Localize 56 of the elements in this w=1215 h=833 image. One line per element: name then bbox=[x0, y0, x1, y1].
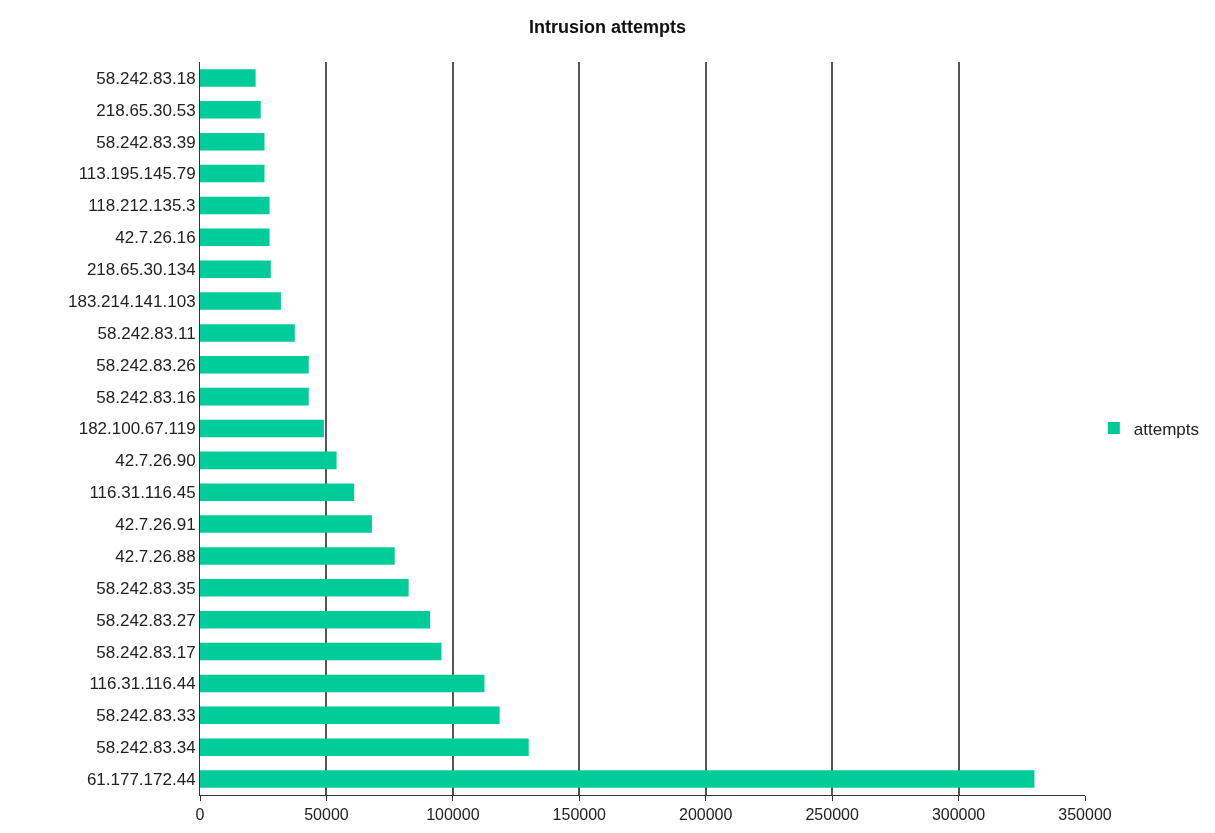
bar bbox=[200, 579, 409, 597]
x-tick-label: 200000 bbox=[679, 806, 733, 824]
y-tick-label: 42.7.26.91 bbox=[115, 515, 196, 535]
bar bbox=[200, 515, 372, 533]
legend-label: attempts bbox=[1133, 419, 1200, 439]
x-tick-label: 150000 bbox=[552, 806, 607, 824]
bar bbox=[200, 770, 1035, 788]
y-tick-label: 58.242.83.18 bbox=[96, 68, 196, 88]
x-tick-label: 100000 bbox=[426, 806, 480, 824]
y-tick-label: 183.214.141.103 bbox=[67, 291, 196, 311]
y-tick-label: 58.242.83.26 bbox=[96, 355, 196, 375]
y-tick-label: 61.177.172.44 bbox=[86, 770, 196, 790]
bar bbox=[200, 292, 281, 310]
y-tick-label: 42.7.26.90 bbox=[115, 451, 196, 471]
bar bbox=[200, 324, 295, 342]
bar bbox=[200, 642, 442, 661]
y-tick-label: 42.7.26.88 bbox=[115, 546, 196, 566]
y-tick-label: 218.65.30.134 bbox=[86, 260, 196, 280]
y-tick-label: 42.7.26.16 bbox=[115, 228, 196, 248]
bar bbox=[200, 260, 271, 278]
bar bbox=[200, 69, 256, 87]
y-tick-label: 58.242.83.39 bbox=[96, 132, 196, 152]
bar bbox=[200, 674, 485, 693]
bar bbox=[200, 228, 270, 247]
y-tick-label: 116.31.116.44 bbox=[89, 674, 196, 694]
bar bbox=[200, 706, 500, 725]
x-tick-label: 350000 bbox=[1058, 806, 1112, 824]
bar bbox=[200, 451, 337, 470]
y-tick-label: 58.242.83.11 bbox=[97, 323, 196, 343]
y-tick-label: 113.195.145.79 bbox=[78, 164, 196, 184]
y-tick-label: 58.242.83.33 bbox=[96, 706, 196, 726]
y-tick-label: 58.242.83.17 bbox=[96, 642, 196, 662]
y-tick-label: 58.242.83.27 bbox=[96, 610, 196, 630]
y-tick-label: 58.242.83.16 bbox=[96, 387, 196, 407]
chart-title: Intrusion attempts bbox=[528, 17, 687, 38]
x-tick-label: 50000 bbox=[304, 806, 349, 824]
bar bbox=[200, 356, 309, 374]
x-tick-label: 300000 bbox=[931, 806, 986, 824]
x-tick-label: 0 bbox=[195, 806, 205, 824]
bar bbox=[200, 101, 261, 119]
y-tick-label: 58.242.83.35 bbox=[96, 578, 196, 598]
y-tick-label: 182.100.67.119 bbox=[78, 419, 196, 439]
bar bbox=[200, 483, 355, 501]
bar bbox=[200, 387, 309, 406]
bar bbox=[200, 610, 431, 629]
bar bbox=[200, 419, 324, 438]
x-tick-label: 250000 bbox=[805, 806, 859, 824]
y-tick-label: 58.242.83.34 bbox=[96, 738, 196, 758]
bar bbox=[200, 196, 270, 215]
bar bbox=[200, 132, 265, 151]
y-tick-label: 218.65.30.53 bbox=[96, 100, 196, 120]
bar bbox=[200, 164, 265, 183]
y-tick-label: 116.31.116.45 bbox=[89, 483, 196, 503]
bar bbox=[200, 547, 395, 565]
bar bbox=[200, 738, 529, 756]
y-tick-label: 118.212.135.3 bbox=[88, 196, 196, 216]
